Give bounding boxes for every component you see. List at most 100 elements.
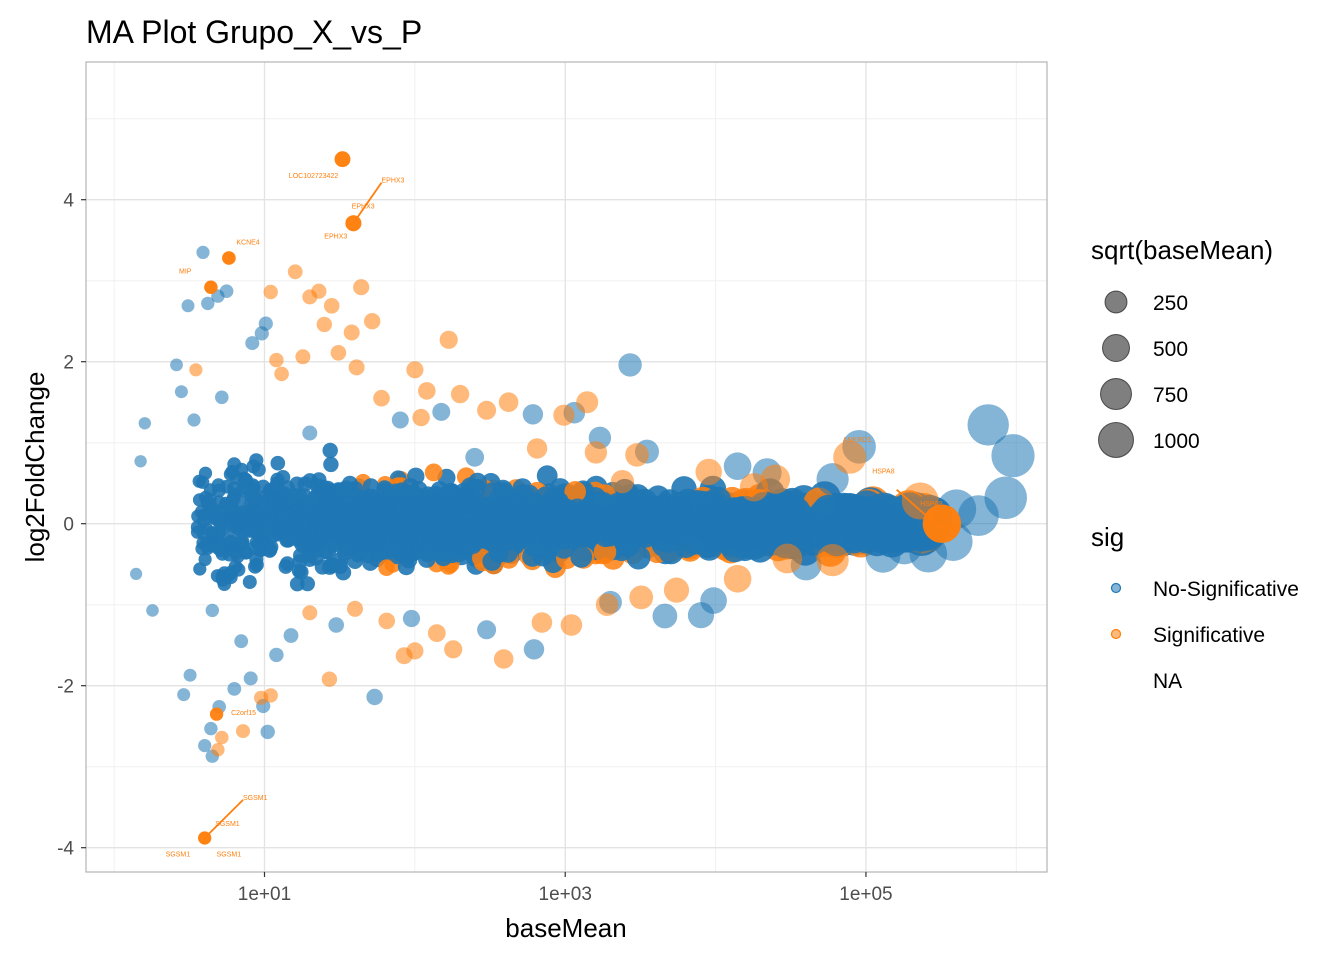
data-point [833, 440, 867, 474]
cloud-point-no-significative [580, 512, 603, 535]
cloud-point-no-significative [553, 528, 576, 550]
x-axis-ticks: 1e+01 1e+03 1e+05 [238, 872, 893, 905]
data-point [245, 336, 260, 351]
cloud-point-no-significative [347, 516, 364, 533]
cloud-point-no-significative [341, 488, 358, 504]
data-point [263, 688, 278, 703]
cloud-point-no-significative [359, 527, 376, 544]
data-point [427, 624, 446, 642]
cloud-point-no-significative [643, 508, 668, 533]
data-point [196, 245, 210, 259]
cloud-point-no-significative [315, 479, 332, 496]
data-point [364, 313, 381, 330]
cloud-point-no-significative [190, 525, 205, 539]
cloud-point-no-significative [324, 557, 341, 574]
data-point [274, 366, 289, 382]
cloud-point-no-significative [444, 487, 463, 506]
cloud-point-no-significative [493, 518, 513, 538]
gene-label: KCNE4 [236, 239, 259, 246]
data-point [236, 724, 250, 739]
data-point [465, 447, 485, 467]
labeled-point [922, 504, 962, 543]
data-point [170, 358, 183, 372]
data-point [198, 739, 212, 753]
data-point [258, 316, 273, 331]
x-tick-label: 1e+05 [839, 884, 892, 905]
gene-label: SGSM1 [243, 795, 268, 802]
cloud-point-no-significative [242, 575, 257, 589]
cloud-point-no-significative [463, 535, 483, 555]
cloud-point-no-significative [234, 535, 249, 549]
cloud-point-no-significative [193, 562, 207, 576]
cloud-point-no-significative [264, 510, 279, 525]
data-point [263, 284, 278, 300]
cloud-point-no-significative [340, 539, 356, 556]
data-point [816, 463, 849, 496]
labeled-point [334, 151, 351, 168]
data-point [366, 688, 383, 706]
data-point [967, 404, 1009, 446]
cloud-point-no-significative [198, 466, 213, 480]
data-point [391, 411, 409, 429]
y-tick-label: 0 [63, 515, 74, 536]
cloud-point-no-significative [360, 490, 377, 507]
data-point [330, 345, 347, 361]
size-legend-key [1102, 334, 1130, 362]
gene-label: HSPA8 [938, 524, 961, 531]
cloud-point-no-significative [198, 552, 212, 567]
size-legend-label: 1000 [1153, 430, 1200, 453]
size-legend-key [1104, 290, 1128, 314]
x-tick-label: 1e+03 [539, 884, 592, 905]
cloud-point-no-significative [715, 518, 744, 546]
cloud-point-no-significative [409, 533, 427, 551]
gene-label: LOC102723422 [289, 173, 339, 180]
data-point [328, 617, 345, 633]
data-point [219, 284, 234, 299]
data-point [134, 455, 147, 468]
cloud-point-no-significative [780, 496, 811, 527]
y-tick-label: 4 [63, 191, 74, 212]
data-point [444, 640, 463, 659]
data-point [146, 604, 159, 617]
data-point [183, 668, 197, 682]
cloud-point-no-significative [518, 484, 540, 505]
cloud-point-no-significative [214, 503, 229, 518]
cloud-point-no-significative [342, 475, 358, 492]
color-legend-label: NA [1153, 670, 1182, 693]
color-legend: No-Significative Significative NA [1110, 578, 1299, 693]
cloud-point-no-significative [324, 496, 341, 512]
cloud-point-no-significative [235, 523, 249, 538]
data-point [189, 363, 203, 377]
data-point [439, 330, 458, 349]
cloud-point-no-significative [262, 523, 277, 538]
cloud-point-no-significative [236, 482, 250, 497]
data-point [700, 587, 727, 614]
data-point [348, 359, 365, 376]
cloud-point-no-significative [259, 537, 275, 552]
data-point [629, 585, 654, 610]
cloud-point-no-significative [280, 556, 295, 571]
data-point [498, 392, 519, 413]
cloud-point-significative [424, 463, 443, 482]
x-tick-label: 1e+01 [238, 884, 291, 905]
cloud-point-no-significative [308, 497, 324, 513]
color-legend-key [1110, 628, 1122, 640]
data-point [493, 649, 514, 669]
data-point [378, 612, 396, 630]
cloud-point-no-significative [230, 549, 245, 564]
size-legend-label: 750 [1153, 384, 1188, 407]
data-point [402, 609, 421, 628]
data-point [576, 391, 599, 414]
gene-label: C2orf15 [231, 710, 256, 717]
annotation-segment [204, 799, 244, 839]
cloud-point-no-significative [804, 513, 836, 545]
cloud-point-no-significative [382, 510, 400, 528]
data-point [353, 279, 370, 296]
data-point [695, 458, 722, 486]
cloud-point-no-significative [461, 495, 481, 514]
data-point [243, 671, 258, 686]
cloud-point-no-significative [203, 539, 217, 553]
labeled-point [198, 831, 212, 845]
cloud-point-no-significative [335, 524, 351, 541]
cloud-point-no-significative [362, 554, 379, 571]
